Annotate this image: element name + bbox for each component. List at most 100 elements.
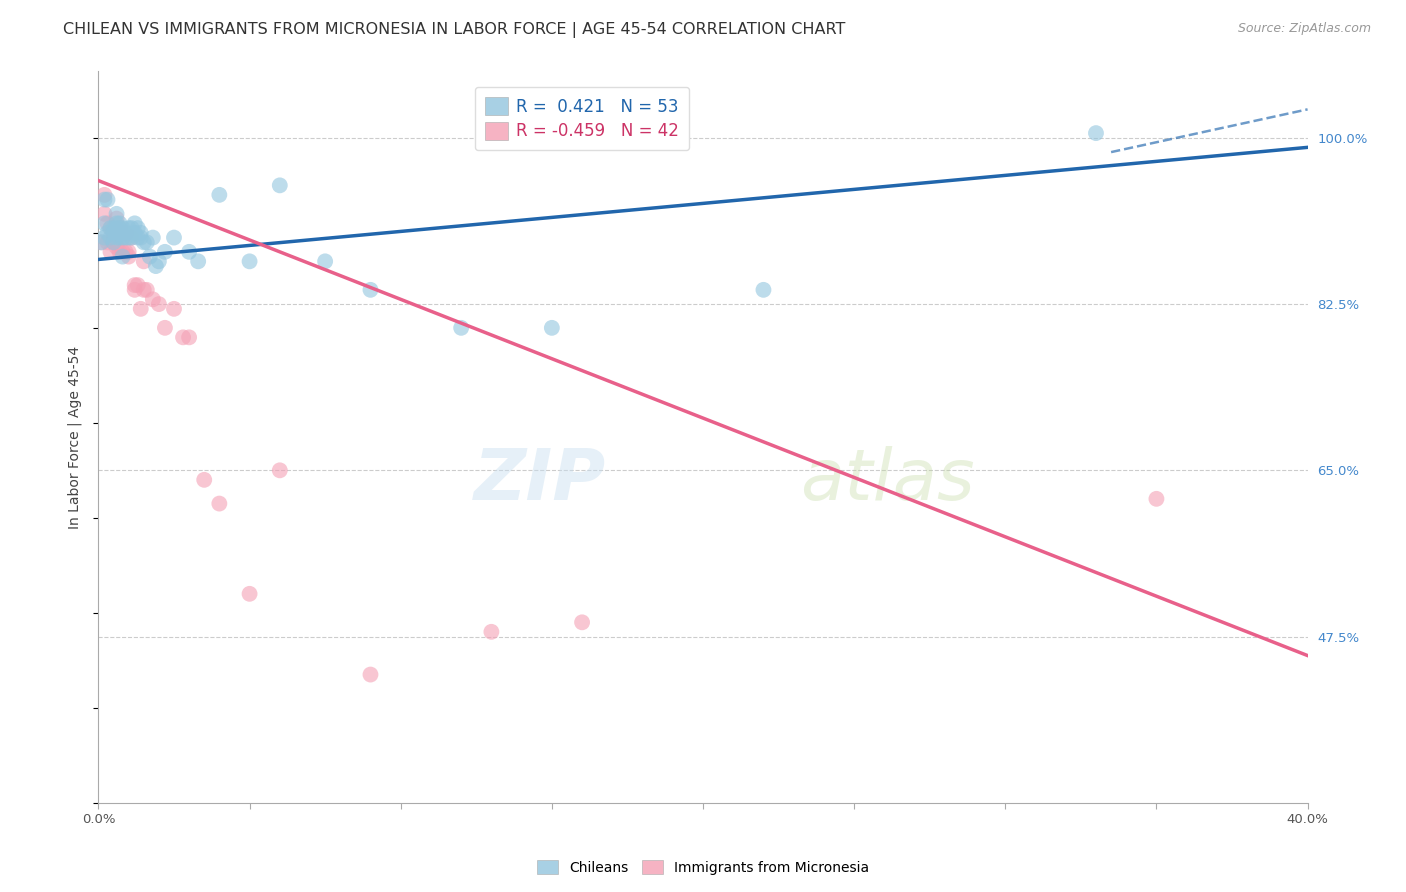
Point — [129, 230, 152, 244]
Point — [571, 615, 593, 630]
Point — [148, 254, 170, 268]
Point — [105, 240, 128, 254]
Point — [208, 497, 231, 511]
Point — [118, 230, 141, 244]
Point — [124, 278, 146, 293]
Point — [90, 235, 112, 250]
Point — [100, 244, 122, 259]
Text: CHILEAN VS IMMIGRANTS FROM MICRONESIA IN LABOR FORCE | AGE 45-54 CORRELATION CHA: CHILEAN VS IMMIGRANTS FROM MICRONESIA IN… — [63, 22, 845, 38]
Point — [105, 211, 128, 226]
Point — [108, 226, 131, 240]
Point — [103, 235, 125, 250]
Point — [96, 216, 118, 230]
Point — [314, 254, 336, 268]
Point — [540, 321, 562, 335]
Point — [111, 230, 134, 244]
Point — [193, 473, 215, 487]
Point — [114, 226, 136, 240]
Point — [127, 230, 149, 244]
Point — [103, 235, 125, 250]
Point — [127, 221, 149, 235]
Point — [118, 221, 141, 235]
Point — [93, 216, 115, 230]
Legend: R =  0.421   N = 53, R = -0.459   N = 42: R = 0.421 N = 53, R = -0.459 N = 42 — [475, 87, 689, 150]
Text: Source: ZipAtlas.com: Source: ZipAtlas.com — [1237, 22, 1371, 36]
Point — [103, 226, 125, 240]
Text: ZIP: ZIP — [474, 447, 606, 516]
Point — [118, 244, 141, 259]
Text: atlas: atlas — [800, 447, 974, 516]
Point — [114, 244, 136, 259]
Point — [145, 259, 167, 273]
Point — [96, 226, 118, 240]
Point — [153, 244, 176, 259]
Point — [135, 283, 157, 297]
Point — [121, 230, 143, 244]
Point — [132, 235, 155, 250]
Point — [105, 207, 128, 221]
Point — [124, 216, 146, 230]
Point — [96, 193, 118, 207]
Point — [239, 254, 262, 268]
Point — [93, 187, 115, 202]
Point — [450, 321, 472, 335]
Point — [142, 230, 165, 244]
Point — [108, 216, 131, 230]
Point — [114, 230, 136, 244]
Point — [105, 216, 128, 230]
Point — [172, 330, 194, 344]
Point — [481, 624, 503, 639]
Point — [1144, 491, 1167, 506]
Point — [93, 207, 115, 221]
Point — [187, 254, 209, 268]
Point — [752, 283, 775, 297]
Point — [127, 278, 149, 293]
Point — [111, 250, 134, 264]
Point — [132, 283, 155, 297]
Point — [179, 330, 201, 344]
Point — [108, 221, 131, 235]
Point — [148, 297, 170, 311]
Point — [360, 283, 382, 297]
Point — [114, 226, 136, 240]
Point — [111, 221, 134, 235]
Point — [208, 187, 231, 202]
Point — [163, 230, 186, 244]
Point — [163, 301, 186, 316]
Point — [111, 244, 134, 259]
Point — [111, 230, 134, 244]
Point — [129, 226, 152, 240]
Point — [108, 230, 131, 244]
Point — [121, 221, 143, 235]
Point — [1085, 126, 1108, 140]
Point — [93, 193, 115, 207]
Point — [118, 250, 141, 264]
Point — [139, 250, 162, 264]
Y-axis label: In Labor Force | Age 45-54: In Labor Force | Age 45-54 — [67, 345, 83, 529]
Point — [100, 221, 122, 235]
Point — [96, 235, 118, 250]
Point — [100, 221, 122, 235]
Point — [135, 235, 157, 250]
Point — [124, 226, 146, 240]
Point — [239, 587, 262, 601]
Point — [129, 301, 152, 316]
Point — [179, 244, 201, 259]
Point — [269, 463, 291, 477]
Point — [124, 283, 146, 297]
Point — [105, 230, 128, 244]
Point — [153, 321, 176, 335]
Point — [103, 221, 125, 235]
Legend: Chileans, Immigrants from Micronesia: Chileans, Immigrants from Micronesia — [531, 855, 875, 880]
Point — [132, 254, 155, 268]
Point — [90, 235, 112, 250]
Point — [108, 221, 131, 235]
Point — [105, 221, 128, 235]
Point — [93, 230, 115, 244]
Point — [108, 244, 131, 259]
Point — [142, 293, 165, 307]
Point — [108, 226, 131, 240]
Point — [269, 178, 291, 193]
Point — [360, 667, 382, 681]
Point — [100, 230, 122, 244]
